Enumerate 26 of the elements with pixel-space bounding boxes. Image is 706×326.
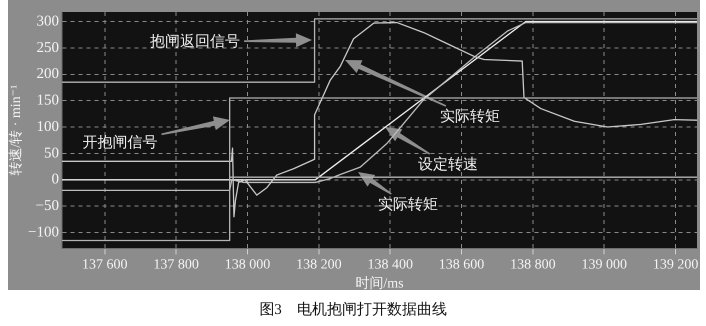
annotation: 开抱闸信号 bbox=[82, 134, 158, 151]
x-tick-label: 138 800 bbox=[510, 257, 556, 272]
x-tick-label: 138 000 bbox=[224, 257, 270, 272]
y-tick-label: 50 bbox=[44, 145, 59, 162]
annotation: 实际转矩 bbox=[378, 196, 438, 213]
y-tick-label: 300 bbox=[36, 13, 59, 30]
x-tick-label: 137 600 bbox=[82, 257, 128, 272]
y-tick-label: −50 bbox=[36, 198, 59, 214]
x-tick-label: 138 400 bbox=[367, 257, 413, 272]
y-tick-label: 0 bbox=[52, 172, 59, 188]
x-tick-label: 139 000 bbox=[581, 257, 627, 272]
annotation: 抱闸返回信号 bbox=[150, 32, 240, 50]
y-tick-label: 200 bbox=[36, 66, 59, 82]
y-tick-label: 100 bbox=[36, 118, 59, 135]
x-axis-title: 时间/ms bbox=[355, 275, 404, 292]
x-tick-label: 138 600 bbox=[438, 257, 484, 272]
y-tick-label: 250 bbox=[36, 40, 59, 56]
annotation: 设定转速 bbox=[418, 156, 478, 173]
y-tick-label: 150 bbox=[36, 92, 59, 109]
y-tick-label: −100 bbox=[28, 224, 59, 241]
x-tick-label: 138 200 bbox=[296, 257, 342, 272]
annotation: 实际转矩 bbox=[440, 108, 500, 125]
x-tick-label: 139 200 bbox=[652, 257, 698, 272]
y-axis-title: 转速/转 · min⁻¹ bbox=[8, 84, 24, 176]
caption: 图3 电机抱闸打开数据曲线 bbox=[258, 300, 448, 319]
x-tick-label: 137 800 bbox=[153, 257, 199, 272]
